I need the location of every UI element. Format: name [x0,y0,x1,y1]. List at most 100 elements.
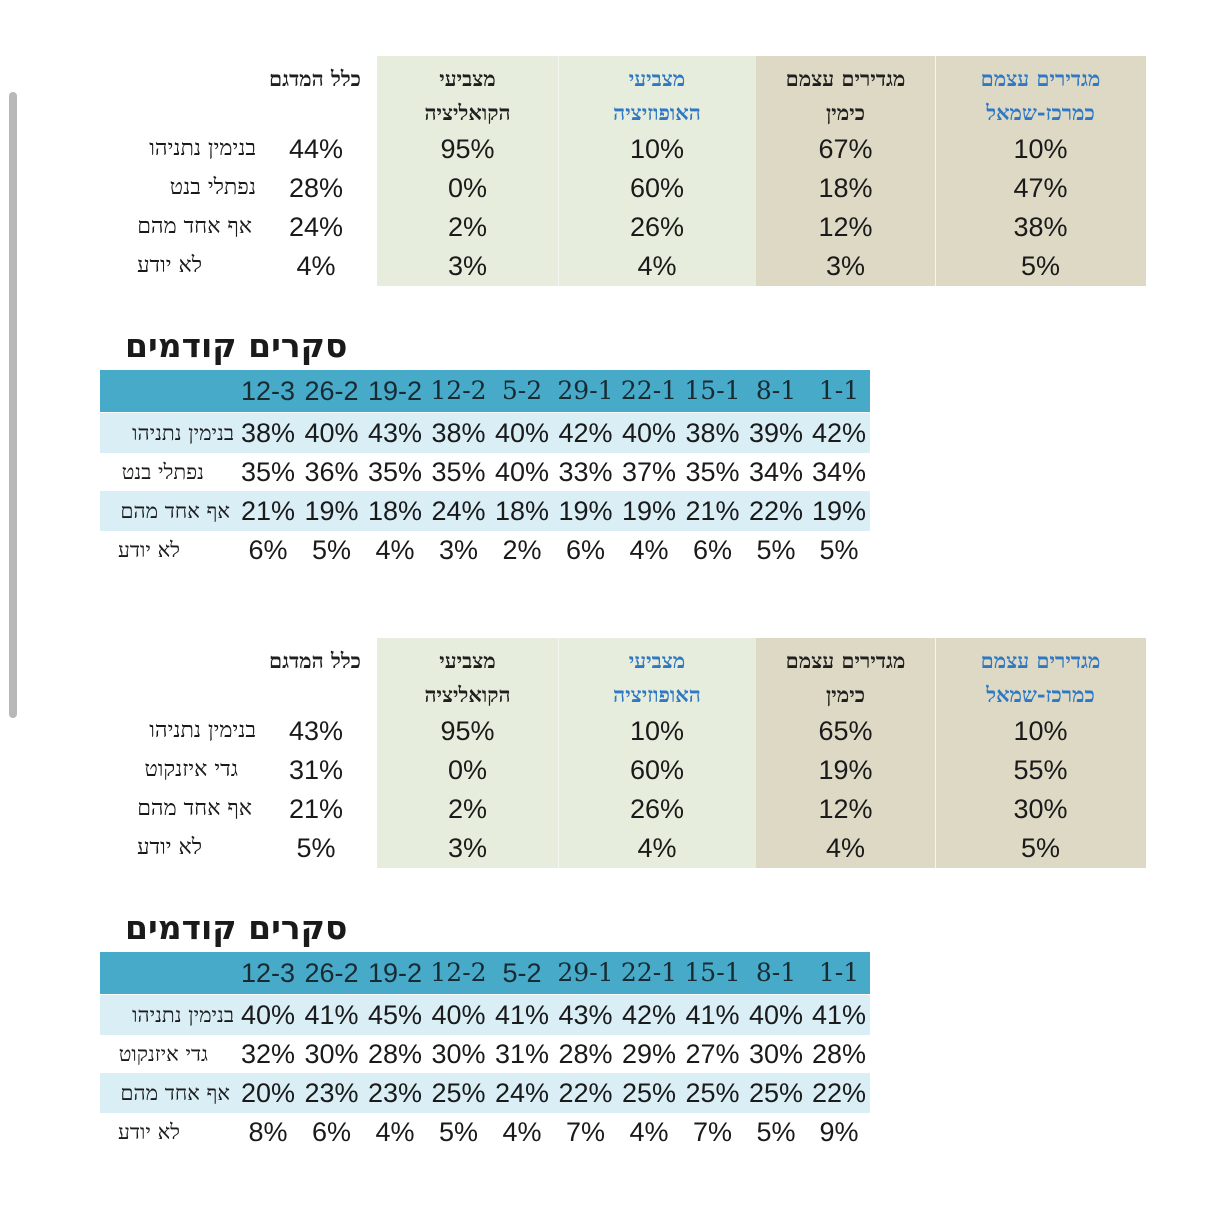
history-value: 37% [621,457,677,487]
value-center-left: 10% [1013,716,1068,746]
poll-row: אף אחד מהם 24% 2% 26% 12% 38% [0,207,1206,247]
history-value: 40% [621,418,677,448]
history-value: 6% [311,1117,352,1147]
history-value: 30% [431,1039,486,1069]
scrollbar[interactable] [9,92,17,718]
history-value: 2% [502,535,542,565]
poll-row: לא יודע 4% 3% 4% 3% 5% [0,246,1206,286]
value-opposition: 10% [629,134,685,164]
history-row: גדי איזנקוט 32% 30% 28% 30% 31% 28% 29% … [100,1034,870,1074]
history-value: 20% [240,1078,296,1108]
history-value: 43% [367,418,423,448]
date-label: 26-2 [304,958,359,988]
history-header-row: 12-3 26-2 19-2 12-2 5-2 29-1 22-1 15-1 8… [100,370,870,412]
history-value: 36% [304,457,359,487]
history-value: 5% [311,535,352,565]
history-value: 34% [811,457,867,487]
value-center-left: 30% [1013,794,1068,824]
history-table-eisenkot: 12-3 26-2 19-2 12-2 5-2 29-1 22-1 15-1 8… [100,952,870,1152]
history-row: בנימין נתניהו 38% 40% 43% 38% 40% 42% 40… [100,413,870,453]
history-value: 25% [685,1078,740,1108]
poll-row: בנימין נתניהו 44% 95% 10% 67% 10% [0,129,1206,169]
history-value: 27% [685,1039,740,1069]
self-identification-panel [756,638,1146,868]
date-label: 12-3 [240,958,296,988]
history-value: 21% [685,496,740,526]
value-opposition: 10% [629,716,685,746]
value-total: 4% [296,251,336,281]
row-label: אף אחד מהם [137,214,252,239]
history-value: 7% [565,1117,606,1147]
poll-row: בנימין נתניהו 43% 95% 10% 65% 10% [0,711,1206,751]
self-identification-panel [756,56,1146,286]
history-value: 18% [494,496,550,526]
value-opposition: 26% [629,794,685,824]
history-value: 38% [685,418,740,448]
history-value: 19% [621,496,677,526]
header-center-left: מגדירים עצמם כמרכז-שמאל [980,66,1101,125]
history-value: 25% [621,1078,677,1108]
history-value: 30% [304,1039,359,1069]
header-coalition: מצביעי הקואליציה [424,648,511,707]
history-value: 40% [494,418,550,448]
date-label: 1-1 [818,376,860,405]
date-label: 29-1 [557,376,614,405]
header-right: מגדירים עצמם כימין [785,648,906,707]
history-value: 6% [248,535,288,565]
value-right: 3% [825,251,866,281]
history-row: אף אחד מהם 21% 19% 18% 24% 18% 19% 19% 2… [100,491,870,531]
history-value: 40% [431,1000,486,1030]
history-value: 35% [367,457,423,487]
history-value: 22% [811,1078,867,1108]
date-label: 22-1 [620,376,678,405]
value-total: 43% [288,716,344,746]
history-value: 7% [692,1117,733,1147]
history-table-bennett: 12-3 26-2 19-2 12-2 5-2 29-1 22-1 15-1 8… [100,370,870,570]
history-value: 19% [811,496,867,526]
date-label: 8-1 [755,958,797,987]
value-total: 44% [288,134,344,164]
value-coalition: 2% [447,212,488,242]
value-coalition: 0% [447,755,488,785]
history-value: 9% [819,1117,859,1147]
date-label: 5-2 [502,958,542,988]
history-value: 6% [565,535,606,565]
row-label: גדי איזנקוט [118,1042,208,1066]
history-value: 25% [431,1078,486,1108]
value-center-left: 47% [1013,173,1068,203]
value-total: 5% [296,833,336,863]
history-row: לא יודע 6% 5% 4% 3% 2% 6% 4% 6% 5% 5% [100,530,870,570]
coalition-opposition-panel [377,638,756,868]
row-label: לא יודע [118,1120,180,1144]
history-value: 35% [685,457,740,487]
row-label: לא יודע [137,835,202,860]
header-coalition: מצביעי הקואליציה [424,66,511,125]
value-right: 12% [818,212,873,242]
header-right: מגדירים עצמם כימין [785,66,906,125]
history-value: 22% [558,1078,613,1108]
date-label: 12-2 [430,958,487,987]
history-value: 41% [811,1000,867,1030]
value-right: 18% [818,173,873,203]
history-value: 18% [367,496,423,526]
row-label: בנימין נתניהו [149,718,256,743]
column-divider [935,638,936,868]
history-value: 4% [629,1117,669,1147]
history-value: 8% [248,1117,288,1147]
value-total: 31% [288,755,344,785]
value-center-left: 38% [1013,212,1068,242]
history-value: 21% [240,496,296,526]
history-value: 38% [240,418,296,448]
history-value: 25% [748,1078,804,1108]
history-value: 39% [748,418,804,448]
value-total: 24% [288,212,344,242]
history-value: 42% [811,418,867,448]
date-label: 15-1 [684,958,741,987]
value-total: 28% [288,173,344,203]
coalition-opposition-panel [377,56,756,286]
history-value: 41% [494,1000,550,1030]
date-label: 15-1 [684,376,741,405]
value-total: 21% [288,794,344,824]
row-label: נפתלי בנט [169,175,256,200]
history-value: 4% [375,535,415,565]
